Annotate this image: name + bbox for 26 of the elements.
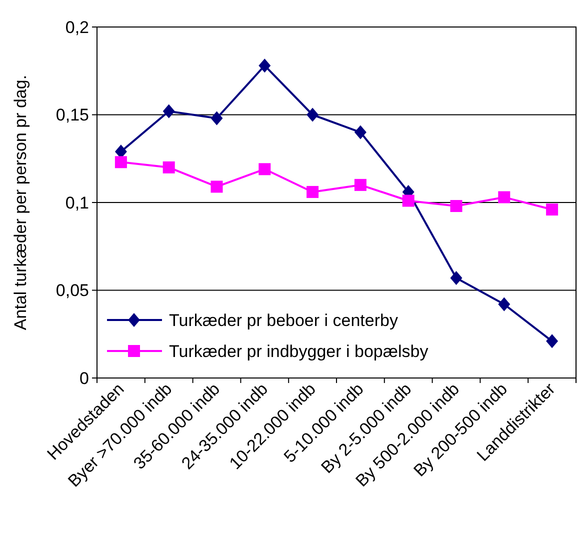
y-tick-label: 0,15	[56, 106, 89, 125]
point	[354, 178, 366, 191]
point	[450, 270, 462, 285]
legend-label: Turkæder pr indbygger i bopælsby	[169, 342, 429, 361]
point	[498, 191, 510, 204]
point	[546, 334, 558, 348]
point	[162, 104, 175, 118]
y-tick-label: 0,2	[65, 18, 89, 37]
y-tick-label: 0	[80, 368, 89, 388]
point	[402, 194, 414, 207]
point	[210, 180, 223, 193]
point	[258, 163, 271, 176]
point	[306, 108, 319, 122]
point	[546, 204, 558, 216]
point	[114, 156, 127, 168]
point	[210, 111, 223, 126]
legend-label: Turkæder pr beboer i centerby	[169, 311, 398, 330]
point	[498, 297, 510, 312]
y-axis-title: Antal turkæder per person pr dag.	[11, 74, 30, 330]
point	[162, 161, 175, 174]
point	[354, 125, 366, 140]
point	[306, 186, 319, 198]
point	[450, 200, 462, 212]
point	[258, 58, 271, 73]
y-tick-label: 0,05	[56, 281, 89, 300]
y-tick-label: 0,1	[65, 193, 89, 212]
